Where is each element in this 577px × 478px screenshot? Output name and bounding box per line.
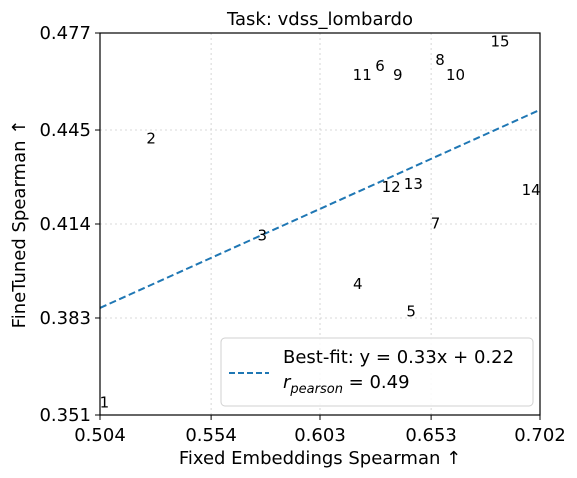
y-axis-label: FineTuned Spearman ↑ [9,120,30,329]
point-label-5: 5 [406,302,416,320]
point-label-4: 4 [353,275,363,293]
point-label-1: 1 [100,393,110,411]
y-tick-label: 0.477 [39,23,91,44]
fit-line-layer [99,108,541,309]
x-axis-label: Fixed Embeddings Spearman ↑ [179,448,461,469]
x-tick-label: 0.554 [185,425,237,446]
point-label-6: 6 [375,57,385,75]
legend-fit-label: Best-fit: y = 0.33x + 0.22 [283,347,514,368]
legend-pearson-r: r [283,372,292,393]
y-tick-label: 0.414 [39,214,91,235]
legend-box [220,337,534,407]
x-axis-ticks: 0.504 0.554 0.603 0.653 0.702 [74,415,566,446]
x-tick-label: 0.653 [405,425,457,446]
point-label-13: 13 [404,175,423,193]
legend-pearson-label: rpearson = 0.49 [283,372,410,397]
point-label-7: 7 [431,215,441,233]
x-tick-label: 0.504 [74,425,126,446]
y-tick-label: 0.445 [39,120,91,141]
legend: Best-fit: y = 0.33x + 0.22 rpearson = 0.… [220,337,534,407]
y-tick-label: 0.351 [39,405,91,426]
point-label-3: 3 [257,227,267,245]
point-label-14: 14 [522,181,541,199]
point-label-9: 9 [393,66,403,84]
x-tick-label: 0.702 [514,425,566,446]
point-label-12: 12 [382,178,401,196]
point-label-2: 2 [146,130,156,148]
legend-pearson-value: = 0.49 [343,372,410,393]
point-label-10: 10 [446,66,465,84]
fit-line [99,108,541,309]
point-label-15: 15 [490,33,509,51]
legend-pearson-subscript: pearson [289,382,343,397]
point-label-11: 11 [353,66,372,84]
y-tick-label: 0.383 [39,308,91,329]
x-tick-label: 0.603 [294,425,346,446]
y-axis-ticks: 0.351 0.383 0.414 0.445 0.477 [39,23,100,426]
point-label-8: 8 [435,51,445,69]
chart-title: Task: vdss_lombardo [226,9,413,30]
